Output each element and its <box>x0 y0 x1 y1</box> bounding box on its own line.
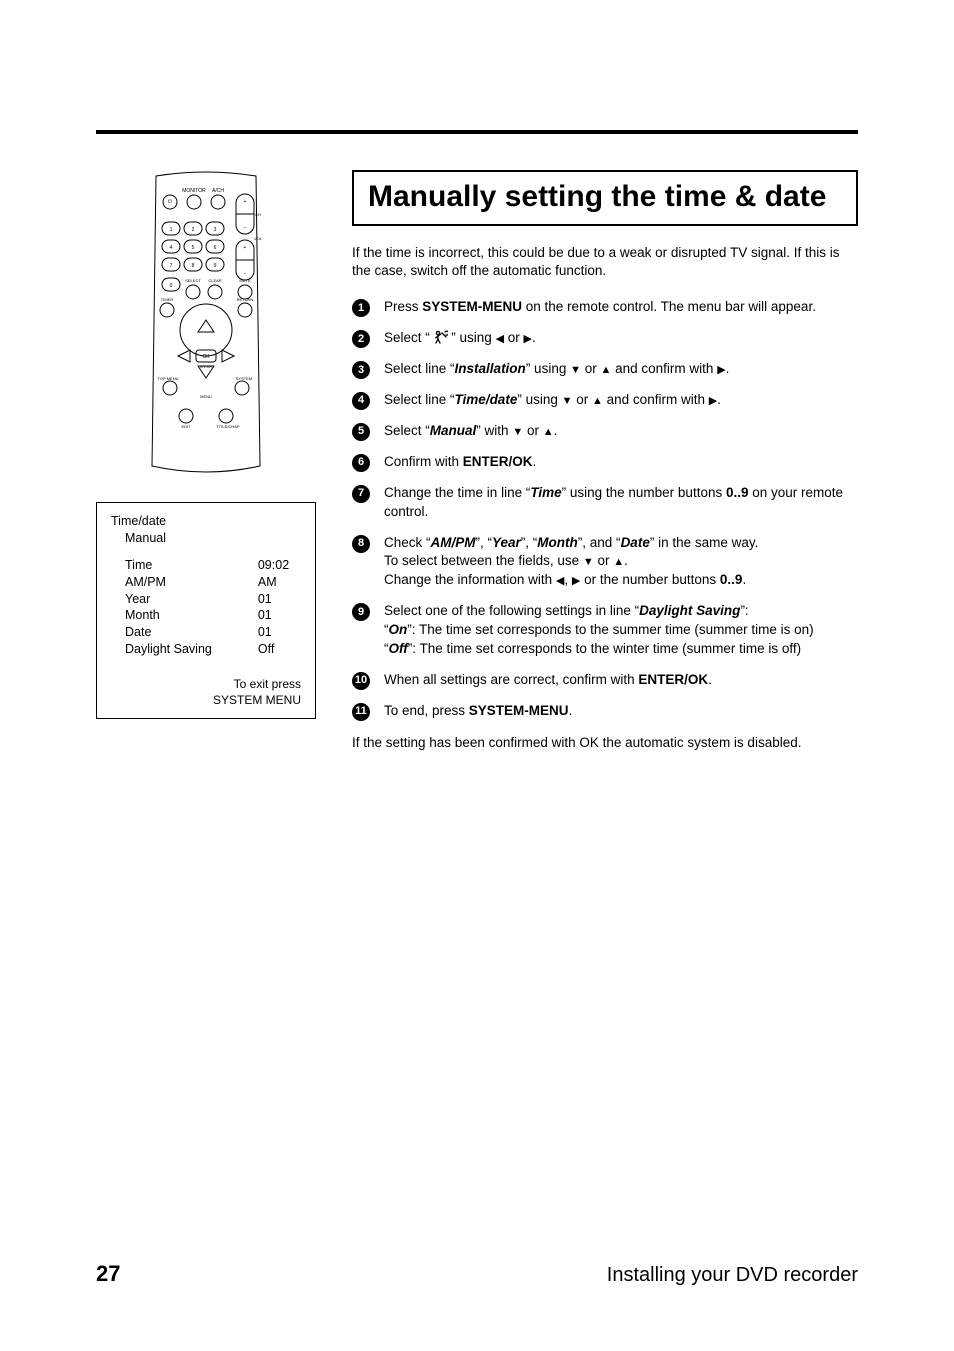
step-number-badge: 11 <box>352 703 370 721</box>
step: 9Select one of the following settings in… <box>352 602 858 659</box>
section-title: Manually setting the time & date <box>368 180 842 214</box>
osd-row: Month01 <box>125 607 289 624</box>
svg-text:TOP MENU: TOP MENU <box>158 376 179 381</box>
steps-list: 1Press SYSTEM-MENU on the remote control… <box>352 298 858 720</box>
osd-val: AM <box>212 574 289 591</box>
svg-text:EDIT: EDIT <box>181 424 191 429</box>
step: 1Press SYSTEM-MENU on the remote control… <box>352 298 858 317</box>
page-footer: 27 Installing your DVD recorder <box>96 1261 858 1287</box>
svg-text:4: 4 <box>170 245 173 251</box>
svg-text:CLEAR: CLEAR <box>208 278 221 283</box>
osd-title: Time/date <box>111 513 301 530</box>
osd-val: 01 <box>212 624 289 641</box>
svg-text:3: 3 <box>214 227 217 233</box>
section-title-box: Manually setting the time & date <box>352 170 858 226</box>
svg-text:8: 8 <box>192 263 195 269</box>
osd-key: Year <box>125 591 212 608</box>
osd-key: Time <box>125 557 212 574</box>
osd-val: 01 <box>212 591 289 608</box>
svg-text:+: + <box>244 199 247 205</box>
osd-key: Daylight Saving <box>125 641 212 658</box>
section-name: Installing your DVD recorder <box>607 1264 858 1287</box>
osd-key: Date <box>125 624 212 641</box>
step: 4Select line “Time/date” using ▼ or ▲ an… <box>352 391 858 410</box>
svg-text:−: − <box>244 225 247 231</box>
right-column: Manually setting the time & date If the … <box>352 170 858 1231</box>
svg-text:2: 2 <box>192 227 195 233</box>
svg-text:6: 6 <box>214 245 217 251</box>
svg-text:A/CH: A/CH <box>212 188 224 194</box>
osd-val: Off <box>212 641 289 658</box>
osd-box: Time/date Manual Time09:02AM/PMAMYear01M… <box>96 502 316 719</box>
page-content: ⏻ MONITOR A/CH +− CH 123 456 789 +− VOL … <box>96 170 858 1231</box>
svg-text:TITLE/CHAP: TITLE/CHAP <box>216 424 239 429</box>
osd-exit: To exit press SYSTEM MENU <box>111 676 301 708</box>
svg-text:+: + <box>244 245 247 251</box>
outro-paragraph: If the setting has been confirmed with O… <box>352 735 858 750</box>
remote-illustration: ⏻ MONITOR A/CH +− CH 123 456 789 +− VOL … <box>96 170 316 480</box>
left-column: ⏻ MONITOR A/CH +− CH 123 456 789 +− VOL … <box>96 170 316 1231</box>
step-number-badge: 10 <box>352 672 370 690</box>
svg-text:CH: CH <box>255 212 261 217</box>
step-number-badge: 2 <box>352 330 370 348</box>
svg-text:0: 0 <box>170 283 173 289</box>
osd-table: Time09:02AM/PMAMYear01Month01Date01Dayli… <box>125 557 289 658</box>
step: 11To end, press SYSTEM-MENU. <box>352 702 858 721</box>
svg-text:VOL: VOL <box>254 236 263 241</box>
step: 7Change the time in line “Time” using th… <box>352 484 858 522</box>
svg-text:MENU: MENU <box>200 394 212 399</box>
step-number-badge: 5 <box>352 423 370 441</box>
osd-row: AM/PMAM <box>125 574 289 591</box>
page-top-rule <box>96 130 858 134</box>
svg-text:MUTE: MUTE <box>239 278 251 283</box>
step-number-badge: 8 <box>352 535 370 553</box>
svg-text:MONITOR: MONITOR <box>182 188 206 194</box>
osd-row: Date01 <box>125 624 289 641</box>
step: 10When all settings are correct, confirm… <box>352 671 858 690</box>
svg-text:TIMER: TIMER <box>161 297 174 302</box>
osd-row: Daylight SavingOff <box>125 641 289 658</box>
step: 6Confirm with ENTER/OK. <box>352 453 858 472</box>
svg-text:SYSTEM: SYSTEM <box>236 376 252 381</box>
page-number: 27 <box>96 1261 120 1287</box>
svg-text:5: 5 <box>192 245 195 251</box>
osd-row: Year01 <box>125 591 289 608</box>
remote-svg: ⏻ MONITOR A/CH +− CH 123 456 789 +− VOL … <box>136 170 276 480</box>
step-number-badge: 3 <box>352 361 370 379</box>
osd-val: 09:02 <box>212 557 289 574</box>
svg-text:⏻: ⏻ <box>168 199 172 205</box>
svg-text:OK: OK <box>202 354 210 360</box>
svg-text:7: 7 <box>170 263 173 269</box>
step: 8Check “AM/PM”, “Year”, “Month”, and “Da… <box>352 534 858 591</box>
osd-key: Month <box>125 607 212 624</box>
osd-mode: Manual <box>111 530 301 547</box>
step-number-badge: 6 <box>352 454 370 472</box>
step: 3Select line “Installation” using ▼ or ▲… <box>352 360 858 379</box>
osd-val: 01 <box>212 607 289 624</box>
step-number-badge: 9 <box>352 603 370 621</box>
svg-text:SELECT: SELECT <box>185 278 201 283</box>
svg-text:RETURN: RETURN <box>237 297 254 302</box>
step-number-badge: 1 <box>352 299 370 317</box>
step-number-badge: 7 <box>352 485 370 503</box>
svg-text:ENTER: ENTER <box>200 365 212 369</box>
svg-text:1: 1 <box>170 227 173 233</box>
step: 2Select “ ” using ◀ or ▶. <box>352 329 858 348</box>
osd-row: Time09:02 <box>125 557 289 574</box>
step: 5Select “Manual” with ▼ or ▲. <box>352 422 858 441</box>
step-number-badge: 4 <box>352 392 370 410</box>
svg-text:9: 9 <box>214 263 217 269</box>
svg-text:−: − <box>244 271 247 277</box>
intro-paragraph: If the time is incorrect, this could be … <box>352 244 858 280</box>
osd-key: AM/PM <box>125 574 212 591</box>
